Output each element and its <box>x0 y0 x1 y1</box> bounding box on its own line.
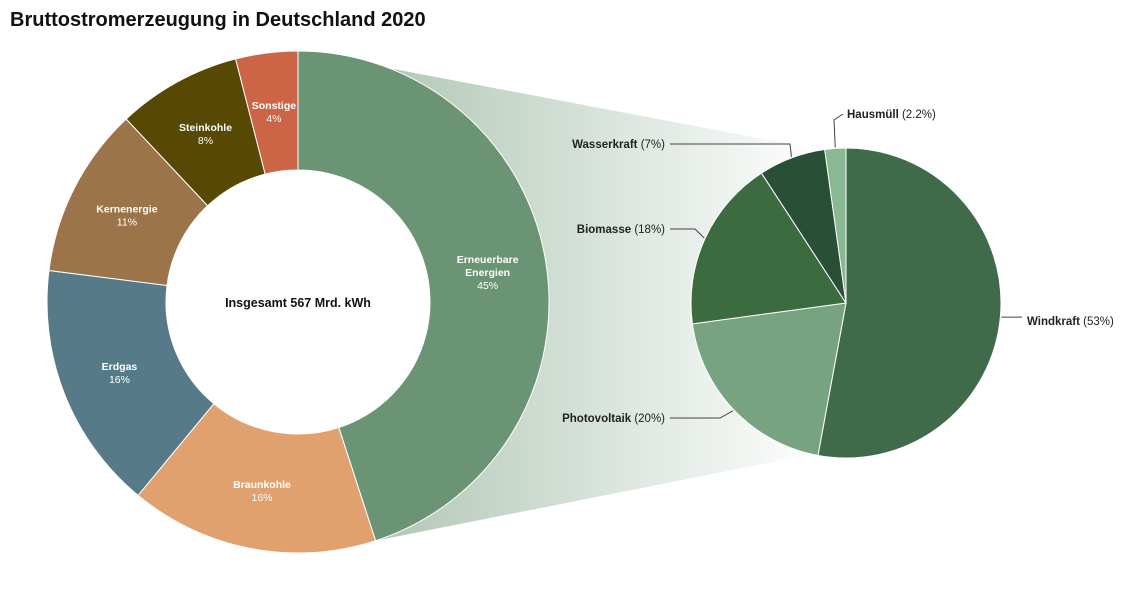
pie-slice-hausmuell <box>824 147 847 304</box>
donut-label-braunkohle: Braunkohle 16% <box>233 479 291 504</box>
pie-label-photovoltaik: Photovoltaik (20%) <box>562 413 665 425</box>
donut-label-kernenergie: Kernenergie 11% <box>96 203 157 228</box>
donut-label-erneuerbare-energien: Erneuerbare Energien 45% <box>457 254 519 292</box>
pie-label-wasserkraft: Wasserkraft (7%) <box>572 139 665 151</box>
leader-line-hausmuell <box>833 113 844 148</box>
pie-slice-windkraft <box>817 147 1002 459</box>
leader-line-biomasse <box>670 228 705 239</box>
pie-label-biomasse: Biomasse (18%) <box>577 224 665 236</box>
donut-label-steinkohle: Steinkohle 8% <box>179 122 232 147</box>
donut-slice-erneuerbare-energien <box>297 50 550 542</box>
donut-chart <box>46 50 550 554</box>
donut-center-label: Insgesamt 567 Mrd. kWh <box>225 296 371 310</box>
pie-slice-biomasse <box>690 172 847 325</box>
donut-slice-sonstige <box>234 50 299 175</box>
pie-slice-photovoltaik <box>691 302 847 457</box>
donut-slice-erdgas <box>46 269 215 497</box>
pie-label-windkraft: Windkraft (53%) <box>1027 316 1114 328</box>
chart-title: Bruttostromerzeugung in Deutschland 2020 <box>10 9 426 31</box>
leader-line-photovoltaik <box>670 410 734 419</box>
donut-slice-braunkohle <box>137 403 377 554</box>
leader-line-wasserkraft <box>670 143 792 157</box>
renewables-pie-chart <box>690 147 1002 459</box>
donut-label-sonstige: Sonstige 4% <box>252 100 296 125</box>
pie-label-hausmuell: Hausmüll (2.2%) <box>847 109 936 121</box>
donut-label-erdgas: Erdgas 16% <box>102 361 138 386</box>
